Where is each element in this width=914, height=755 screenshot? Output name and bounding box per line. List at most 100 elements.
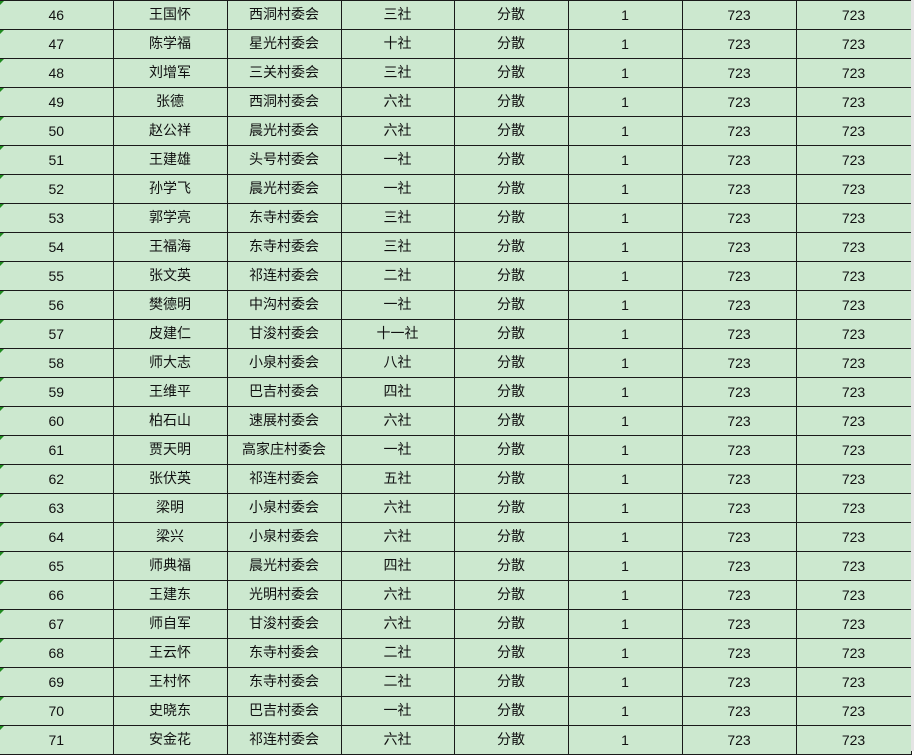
- cell-amount-b[interactable]: 723: [795, 493, 912, 523]
- cell-group[interactable]: 六社: [340, 725, 455, 755]
- cell-number[interactable]: 60: [0, 406, 114, 436]
- cell-amount-a[interactable]: 723: [681, 116, 797, 146]
- cell-amount-a[interactable]: 723: [681, 522, 797, 552]
- cell-group[interactable]: 一社: [340, 290, 455, 320]
- cell-type[interactable]: 分散: [453, 116, 569, 146]
- cell-count[interactable]: 1: [567, 696, 683, 726]
- cell-type[interactable]: 分散: [453, 551, 569, 581]
- cell-count[interactable]: 1: [567, 464, 683, 494]
- cell-group[interactable]: 三社: [340, 58, 455, 88]
- cell-number[interactable]: 51: [0, 145, 114, 175]
- cell-number[interactable]: 46: [0, 0, 114, 30]
- cell-name[interactable]: 安金花: [112, 725, 228, 755]
- cell-name[interactable]: 柏石山: [112, 406, 228, 436]
- cell-amount-b[interactable]: 723: [795, 580, 912, 610]
- cell-name[interactable]: 梁明: [112, 493, 228, 523]
- cell-amount-b[interactable]: 723: [795, 696, 912, 726]
- cell-village[interactable]: 巴吉村委会: [226, 377, 342, 407]
- cell-number[interactable]: 56: [0, 290, 114, 320]
- cell-village[interactable]: 光明村委会: [226, 580, 342, 610]
- cell-name[interactable]: 王村怀: [112, 667, 228, 697]
- cell-village[interactable]: 小泉村委会: [226, 522, 342, 552]
- cell-village[interactable]: 东寺村委会: [226, 203, 342, 233]
- cell-amount-a[interactable]: 723: [681, 203, 797, 233]
- cell-name[interactable]: 师典福: [112, 551, 228, 581]
- cell-group[interactable]: 三社: [340, 232, 455, 262]
- cell-name[interactable]: 史晓东: [112, 696, 228, 726]
- cell-village[interactable]: 晨光村委会: [226, 551, 342, 581]
- cell-count[interactable]: 1: [567, 290, 683, 320]
- cell-name[interactable]: 王维平: [112, 377, 228, 407]
- cell-amount-b[interactable]: 723: [795, 232, 912, 262]
- cell-village[interactable]: 小泉村委会: [226, 493, 342, 523]
- cell-group[interactable]: 一社: [340, 696, 455, 726]
- cell-group[interactable]: 二社: [340, 638, 455, 668]
- cell-amount-a[interactable]: 723: [681, 406, 797, 436]
- cell-amount-b[interactable]: 723: [795, 290, 912, 320]
- cell-amount-b[interactable]: 723: [795, 87, 912, 117]
- cell-amount-b[interactable]: 723: [795, 638, 912, 668]
- cell-village[interactable]: 东寺村委会: [226, 232, 342, 262]
- cell-count[interactable]: 1: [567, 551, 683, 581]
- cell-type[interactable]: 分散: [453, 725, 569, 755]
- cell-village[interactable]: 头号村委会: [226, 145, 342, 175]
- cell-amount-b[interactable]: 723: [795, 435, 912, 465]
- cell-amount-a[interactable]: 723: [681, 580, 797, 610]
- cell-amount-b[interactable]: 723: [795, 319, 912, 349]
- cell-village[interactable]: 巴吉村委会: [226, 696, 342, 726]
- cell-type[interactable]: 分散: [453, 145, 569, 175]
- cell-amount-a[interactable]: 723: [681, 667, 797, 697]
- cell-amount-a[interactable]: 723: [681, 261, 797, 291]
- cell-amount-a[interactable]: 723: [681, 319, 797, 349]
- cell-type[interactable]: 分散: [453, 319, 569, 349]
- cell-amount-a[interactable]: 723: [681, 696, 797, 726]
- cell-name[interactable]: 王国怀: [112, 0, 228, 30]
- cell-type[interactable]: 分散: [453, 406, 569, 436]
- cell-name[interactable]: 王云怀: [112, 638, 228, 668]
- cell-type[interactable]: 分散: [453, 290, 569, 320]
- cell-name[interactable]: 陈学福: [112, 29, 228, 59]
- cell-name[interactable]: 王建雄: [112, 145, 228, 175]
- cell-group[interactable]: 二社: [340, 667, 455, 697]
- cell-type[interactable]: 分散: [453, 174, 569, 204]
- cell-type[interactable]: 分散: [453, 232, 569, 262]
- cell-count[interactable]: 1: [567, 203, 683, 233]
- cell-name[interactable]: 刘增军: [112, 58, 228, 88]
- cell-number[interactable]: 50: [0, 116, 114, 146]
- cell-village[interactable]: 中沟村委会: [226, 290, 342, 320]
- cell-amount-a[interactable]: 723: [681, 551, 797, 581]
- cell-number[interactable]: 48: [0, 58, 114, 88]
- cell-village[interactable]: 西洞村委会: [226, 87, 342, 117]
- cell-type[interactable]: 分散: [453, 667, 569, 697]
- cell-group[interactable]: 十一社: [340, 319, 455, 349]
- cell-village[interactable]: 三关村委会: [226, 58, 342, 88]
- cell-amount-b[interactable]: 723: [795, 522, 912, 552]
- cell-count[interactable]: 1: [567, 58, 683, 88]
- cell-village[interactable]: 甘浚村委会: [226, 609, 342, 639]
- cell-amount-a[interactable]: 723: [681, 725, 797, 755]
- cell-name[interactable]: 王福海: [112, 232, 228, 262]
- cell-type[interactable]: 分散: [453, 87, 569, 117]
- cell-number[interactable]: 54: [0, 232, 114, 262]
- cell-number[interactable]: 61: [0, 435, 114, 465]
- cell-amount-a[interactable]: 723: [681, 29, 797, 59]
- cell-amount-b[interactable]: 723: [795, 551, 912, 581]
- cell-village[interactable]: 甘浚村委会: [226, 319, 342, 349]
- cell-village[interactable]: 东寺村委会: [226, 667, 342, 697]
- cell-amount-b[interactable]: 723: [795, 58, 912, 88]
- cell-amount-a[interactable]: 723: [681, 145, 797, 175]
- cell-count[interactable]: 1: [567, 493, 683, 523]
- cell-number[interactable]: 66: [0, 580, 114, 610]
- cell-amount-b[interactable]: 723: [795, 116, 912, 146]
- cell-count[interactable]: 1: [567, 522, 683, 552]
- cell-type[interactable]: 分散: [453, 435, 569, 465]
- cell-group[interactable]: 六社: [340, 580, 455, 610]
- cell-village[interactable]: 星光村委会: [226, 29, 342, 59]
- cell-type[interactable]: 分散: [453, 522, 569, 552]
- cell-village[interactable]: 东寺村委会: [226, 638, 342, 668]
- cell-number[interactable]: 71: [0, 725, 114, 755]
- cell-number[interactable]: 58: [0, 348, 114, 378]
- cell-amount-a[interactable]: 723: [681, 0, 797, 30]
- cell-village[interactable]: 祁连村委会: [226, 464, 342, 494]
- cell-name[interactable]: 王建东: [112, 580, 228, 610]
